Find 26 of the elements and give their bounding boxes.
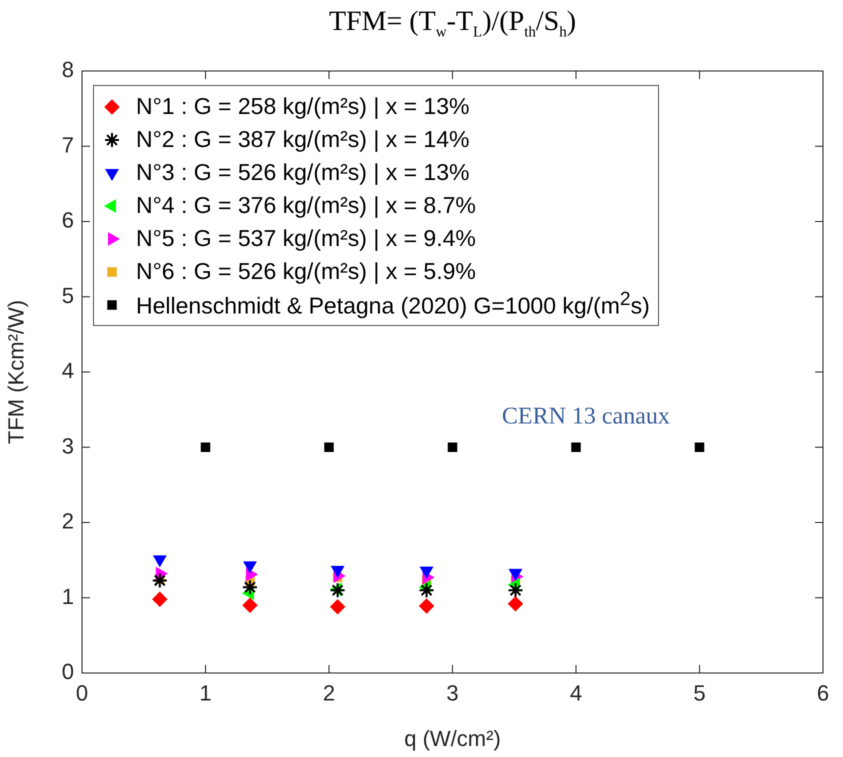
legend-label: N°1 : G = 258 kg/(m²s) | x = 13%: [136, 93, 470, 120]
y-tick-label: 1: [62, 584, 74, 609]
y-tick-label: 6: [62, 208, 74, 233]
y-axis-title: TFM (Kcm²/W): [3, 300, 28, 444]
y-tick-label: 3: [62, 433, 74, 458]
legend-label: N°5 : G = 537 kg/(m²s) | x = 9.4%: [136, 225, 476, 252]
y-tick-label: 7: [62, 132, 74, 158]
chart-title: TFM= (T$_{w}$-T$_{L}$)/(P$_{th}$/S$_{h}$): [328, 6, 576, 41]
legend-label: N°6 : G = 526 kg/(m²s) | x = 5.9%: [136, 258, 476, 285]
x-tick-label: 6: [816, 680, 830, 706]
legend-label: N°4 : G = 376 kg/(m²s) | x = 8.7%: [136, 192, 476, 219]
legend-label: Hellenschmidt & Petagna (2020) G=1000 kg/(m$^{2}$s): [136, 289, 650, 320]
y-tick-label: 0: [62, 659, 74, 684]
x-tick-label: 2: [322, 680, 336, 706]
y-tick-label: 5: [62, 282, 74, 308]
x-tick-label: 5: [693, 680, 706, 706]
y-tick-label: 8: [62, 57, 74, 82]
legend-label: N°3 : G = 526 kg/(m²s) | x = 13%: [136, 159, 470, 186]
y-tick-label: 4: [62, 358, 74, 384]
x-tick-label: 4: [570, 680, 582, 706]
legend-label: N°2 : G = 387 kg/(m²s) | x = 14%: [136, 126, 470, 153]
annotation: CERN 13 canaux: [502, 403, 670, 430]
x-tick-label: 1: [199, 680, 212, 706]
x-axis-title: q (W/cm²): [404, 726, 501, 751]
x-tick-label: 3: [446, 680, 459, 706]
y-tick-label: 2: [62, 508, 74, 534]
